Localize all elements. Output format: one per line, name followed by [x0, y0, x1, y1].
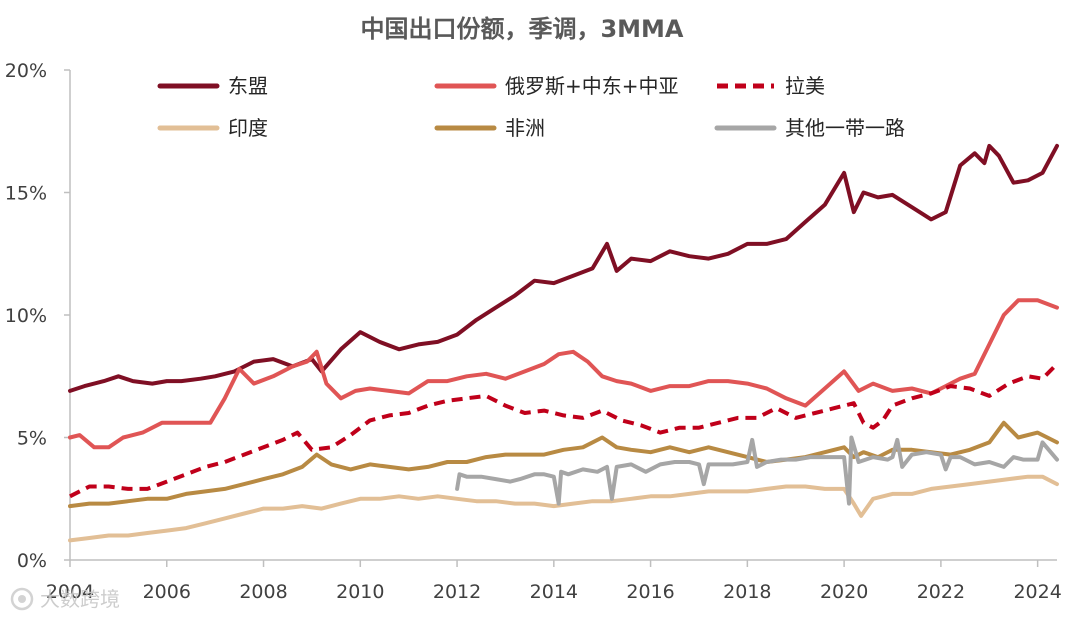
x-tick-label: 2010 [336, 581, 384, 603]
series-line-2 [69, 362, 1059, 499]
axes: 0% 5% 10% 15% 20% 2004 2006 2008 2010 2012 2014 201… [5, 60, 1062, 603]
x-tick-label: 2012 [433, 581, 481, 603]
legend-label-5: 其他一带一路 [785, 116, 905, 140]
legend-label-1: 俄罗斯+中东+中亚 [505, 74, 679, 98]
x-tick-label: 2024 [1013, 581, 1061, 603]
legend-label-2: 拉美 [785, 74, 825, 98]
x-tick-label: 2006 [143, 581, 191, 603]
watermark-logo-icon [10, 587, 34, 611]
x-tick-label: 2008 [239, 581, 287, 603]
plot-area [68, 143, 1059, 543]
y-tick-label: 0% [17, 550, 47, 572]
legend-label-0: 东盟 [228, 74, 268, 98]
series-line-1 [68, 298, 1059, 450]
y-tick-label: 20% [5, 60, 47, 82]
x-tick-label: 2020 [820, 581, 868, 603]
y-tick-label: 5% [17, 428, 47, 450]
y-tick-label: 10% [5, 305, 47, 327]
series-line-0 [68, 143, 1059, 393]
x-tick-label: 2022 [917, 581, 965, 603]
y-tick-label: 15% [5, 183, 47, 205]
x-tick-label: 2016 [626, 581, 674, 603]
x-tick-label: 2018 [723, 581, 771, 603]
legend-label-3: 印度 [228, 116, 268, 140]
series-line-5 [455, 435, 1059, 506]
legend-label-4: 非洲 [505, 116, 545, 140]
x-tick-label: 2004 [46, 581, 94, 603]
x-tick-label: 2014 [530, 581, 578, 603]
series-line-3 [68, 474, 1059, 543]
chart-title: 中国出口份额，季调，3MMA [360, 15, 683, 43]
watermark-text: 大数跨境 [40, 587, 120, 611]
watermark: 大数跨境 [10, 587, 120, 611]
watermark-logo-dot [18, 595, 26, 603]
